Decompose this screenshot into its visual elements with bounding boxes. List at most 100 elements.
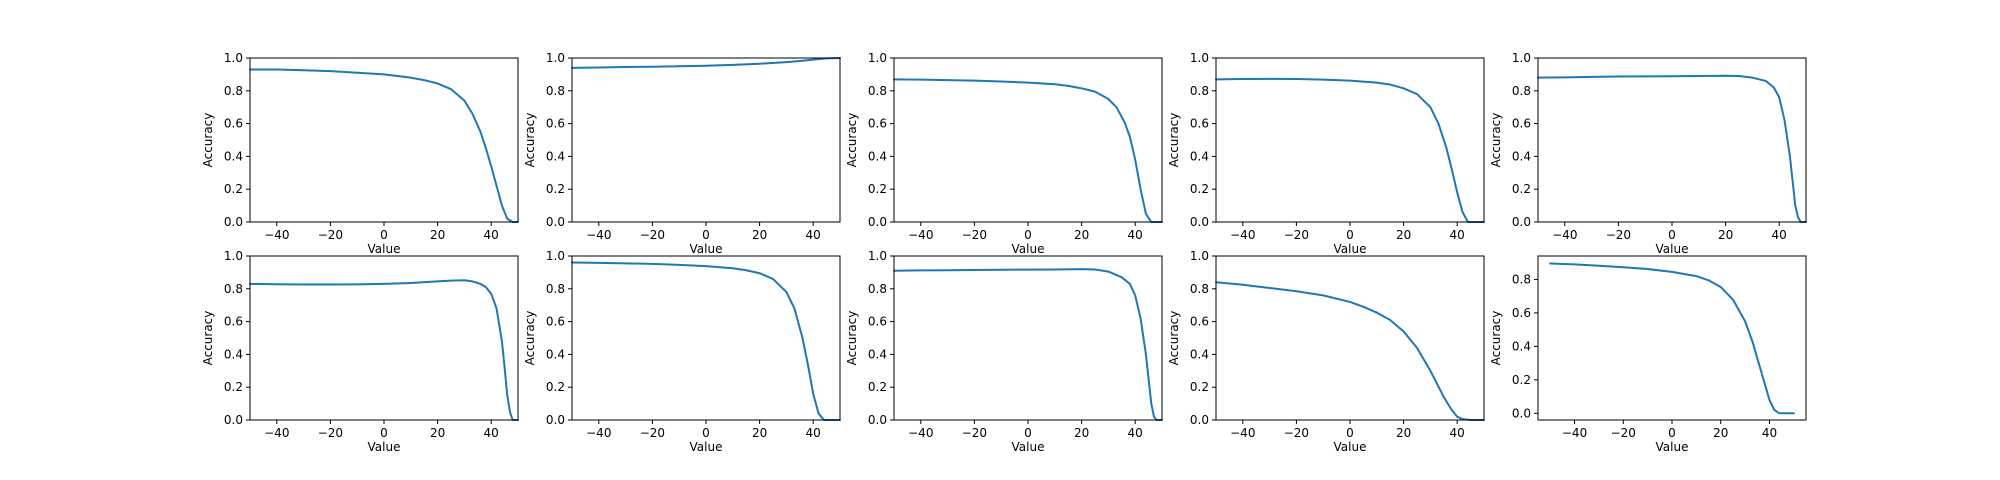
x-tick-label: −40: [1562, 426, 1587, 440]
y-axis-label: Accuracy: [845, 311, 859, 366]
y-tick-label: 0.2: [224, 380, 243, 394]
y-tick-label: 1.0: [546, 249, 565, 263]
x-tick-label: 40: [806, 228, 821, 242]
y-axis-label: Accuracy: [1489, 113, 1503, 168]
y-tick-label: 0.2: [1190, 182, 1209, 196]
x-axis-label: Value: [1334, 242, 1367, 256]
x-tick-label: 0: [702, 228, 710, 242]
axes-frame: [1537, 57, 1807, 223]
x-tick-label: 40: [1450, 228, 1465, 242]
y-tick-label: 1.0: [546, 51, 565, 65]
x-tick-label: −20: [1284, 426, 1309, 440]
y-tick-label: 0.6: [224, 117, 243, 131]
y-tick-label: 0.8: [868, 84, 887, 98]
axes-frame: [1537, 255, 1807, 421]
x-tick-label: 20: [1074, 426, 1089, 440]
series-line: [893, 78, 1163, 223]
y-tick-label: 0.2: [224, 182, 243, 196]
y-tick-label: 1.0: [1190, 51, 1209, 65]
x-tick-label: 0: [1668, 426, 1676, 440]
y-tick-label: 0.6: [868, 117, 887, 131]
x-tick-label: 40: [806, 426, 821, 440]
subplot-4: −40 −20 0 20 40 0.0 0.2 0.4 0.6 0.8 1.0 Value Accura…: [1167, 51, 1485, 256]
y-axis-label: Accuracy: [1167, 113, 1181, 168]
y-axis-label: Accuracy: [845, 113, 859, 168]
y-tick-label: 0.4: [1190, 347, 1209, 361]
x-tick-label: 20: [1396, 426, 1411, 440]
x-tick-label: −40: [264, 426, 289, 440]
x-axis-label: Value: [368, 440, 401, 454]
y-tick-label: 0.6: [1190, 315, 1209, 329]
x-axis-label: Value: [368, 242, 401, 256]
y-tick-label: 1.0: [224, 249, 243, 263]
y-tick-label: 0.8: [546, 84, 565, 98]
y-tick-label: 0.4: [546, 347, 565, 361]
y-tick-label: 0.0: [546, 413, 565, 427]
x-tick-label: −20: [1611, 426, 1636, 440]
y-tick-label: 0.2: [868, 380, 887, 394]
axes-frame: [249, 255, 519, 421]
x-tick-label: −20: [1606, 228, 1631, 242]
x-tick-label: 40: [1762, 426, 1777, 440]
y-tick-label: 0.0: [1190, 215, 1209, 229]
x-tick-label: 0: [1024, 228, 1032, 242]
y-tick-label: 0.2: [868, 182, 887, 196]
x-tick-label: −20: [962, 228, 987, 242]
x-tick-label: 40: [1450, 426, 1465, 440]
y-tick-label: 0.4: [1512, 149, 1531, 163]
x-tick-label: 20: [1718, 228, 1733, 242]
subplot-3: −40 −20 0 20 40 0.0 0.2 0.4 0.6 0.8 1.0 Value Accura…: [845, 51, 1163, 256]
y-tick-label: 0.4: [868, 149, 887, 163]
y-tick-label: 0.4: [1512, 339, 1531, 353]
x-tick-label: 20: [1396, 228, 1411, 242]
y-tick-label: 0.4: [224, 149, 243, 163]
y-tick-label: 0.0: [224, 215, 243, 229]
x-tick-label: −20: [640, 228, 665, 242]
x-tick-label: 20: [430, 228, 445, 242]
axes-frame: [249, 57, 519, 223]
x-tick-label: 20: [752, 426, 767, 440]
x-tick-label: 20: [1074, 228, 1089, 242]
y-tick-label: 0.0: [868, 413, 887, 427]
x-tick-label: 40: [484, 228, 499, 242]
x-tick-label: −20: [318, 426, 343, 440]
x-tick-label: 20: [430, 426, 445, 440]
y-tick-label: 1.0: [1512, 51, 1531, 65]
y-axis-label: Accuracy: [523, 311, 537, 366]
subplot-2: −40 −20 0 20 40 0.0 0.2 0.4 0.6 0.8 1.0 Value Accura…: [523, 51, 841, 256]
x-tick-label: 0: [1668, 228, 1676, 242]
x-tick-label: −40: [586, 426, 611, 440]
x-tick-label: 0: [1024, 426, 1032, 440]
subplot-10: −40 −20 0 20 40 0.0 0.2 0.4 0.6 0.8 Value Accuracy: [1489, 255, 1807, 454]
series-line: [571, 57, 841, 69]
x-tick-label: 40: [1772, 228, 1787, 242]
y-tick-label: 0.0: [868, 215, 887, 229]
y-axis-label: Accuracy: [523, 113, 537, 168]
x-tick-label: 40: [484, 426, 499, 440]
y-axis-label: Accuracy: [201, 311, 215, 366]
series-line: [249, 68, 519, 223]
subplot-8: −40 −20 0 20 40 0.0 0.2 0.4 0.6 0.8 1.0 Value Accura…: [845, 249, 1163, 454]
y-axis-label: Accuracy: [201, 113, 215, 168]
y-tick-label: 0.8: [224, 282, 243, 296]
subplot-1: −40 −20 0 20 40 0.0 0.2 0.4 0.6 0.8 1.0 Value Accura…: [201, 51, 519, 256]
y-tick-label: 1.0: [868, 249, 887, 263]
y-tick-label: 0.0: [1190, 413, 1209, 427]
x-tick-label: 40: [1128, 228, 1143, 242]
axes-frame: [571, 57, 841, 223]
y-tick-label: 0.6: [1190, 117, 1209, 131]
x-axis-label: Value: [690, 440, 723, 454]
y-tick-label: 0.2: [1512, 373, 1531, 387]
x-tick-label: −40: [586, 228, 611, 242]
y-tick-label: 0.2: [546, 182, 565, 196]
series-line: [1549, 262, 1795, 415]
y-tick-label: 1.0: [868, 51, 887, 65]
subplot-7: −40 −20 0 20 40 0.0 0.2 0.4 0.6 0.8 1.0 Value Accura…: [523, 249, 841, 454]
y-tick-label: 0.6: [546, 117, 565, 131]
x-tick-label: 0: [1346, 426, 1354, 440]
y-tick-label: 0.8: [868, 282, 887, 296]
y-tick-label: 0.4: [868, 347, 887, 361]
axes-frame: [893, 255, 1163, 421]
y-tick-label: 0.2: [1512, 182, 1531, 196]
